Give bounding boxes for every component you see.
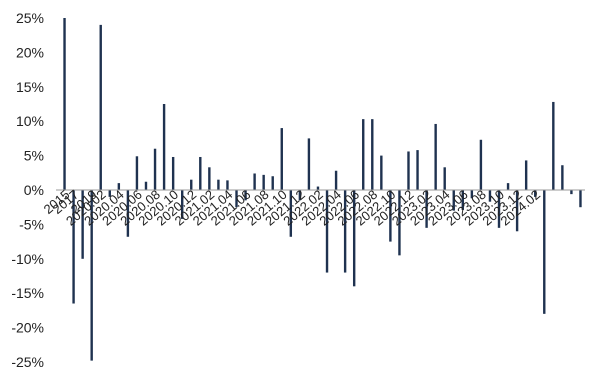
bar (162, 104, 166, 190)
bar (117, 183, 121, 190)
bar (72, 190, 75, 304)
bar (280, 128, 283, 190)
bar (515, 190, 519, 232)
y-tick-label: -5% (19, 216, 44, 232)
bar (217, 179, 220, 190)
bar (334, 170, 338, 190)
y-tick-label: -25% (11, 354, 44, 369)
bar (452, 190, 455, 211)
y-axis-tick-labels: 25% 20% 15% 10% 5% 0% -5% -10% -15% -20% -25% (11, 10, 44, 369)
bar (135, 156, 139, 190)
bar (99, 24, 102, 190)
bar (552, 101, 555, 190)
bar (253, 173, 256, 190)
y-tick-label: 10% (16, 113, 44, 129)
bar (443, 167, 446, 190)
x-axis-tick-labels: 2015201720192020.022020.042020.062020.08… (41, 187, 543, 229)
bar (90, 190, 93, 361)
bar (316, 186, 320, 190)
bar (298, 190, 302, 201)
y-tick-label: 20% (16, 44, 44, 60)
bar (235, 190, 238, 208)
bar (181, 190, 184, 219)
y-tick-label: 5% (24, 148, 44, 164)
bar (208, 167, 211, 190)
bar (271, 176, 274, 190)
bar (108, 190, 111, 197)
bar (244, 190, 247, 201)
bar (524, 160, 528, 190)
y-tick-label: 0% (24, 182, 44, 198)
bar (416, 150, 419, 190)
bar (144, 181, 148, 190)
bar (380, 155, 383, 190)
bar (325, 190, 329, 273)
bar (126, 190, 130, 237)
bar (352, 190, 356, 287)
bar (488, 190, 492, 202)
bar (407, 151, 410, 190)
bar (461, 190, 464, 210)
bar (497, 190, 501, 228)
bar (307, 138, 311, 190)
y-tick-label: -10% (11, 251, 44, 267)
y-tick-label: 15% (16, 79, 44, 95)
bar (579, 190, 582, 208)
bar (190, 179, 193, 190)
bar (262, 174, 265, 190)
y-tick-label: -20% (11, 320, 44, 336)
bar (561, 165, 564, 190)
bar (63, 18, 66, 190)
bar (371, 119, 374, 190)
bar (199, 156, 202, 190)
bar (153, 148, 157, 190)
bar (534, 190, 537, 197)
bar (226, 180, 229, 190)
bar-series (63, 18, 582, 361)
bar (479, 139, 483, 190)
y-tick-label: -15% (11, 285, 44, 301)
bar (543, 190, 546, 314)
bar (570, 190, 573, 195)
bar (362, 119, 365, 190)
bar (470, 190, 474, 199)
bar (434, 123, 437, 190)
bar (398, 190, 401, 256)
bar (425, 190, 428, 228)
bar (343, 190, 347, 273)
bar (389, 190, 392, 242)
y-tick-label: 25% (16, 10, 44, 26)
bar (171, 156, 175, 190)
bar (289, 190, 293, 237)
bar (506, 183, 510, 190)
bar (81, 190, 84, 259)
